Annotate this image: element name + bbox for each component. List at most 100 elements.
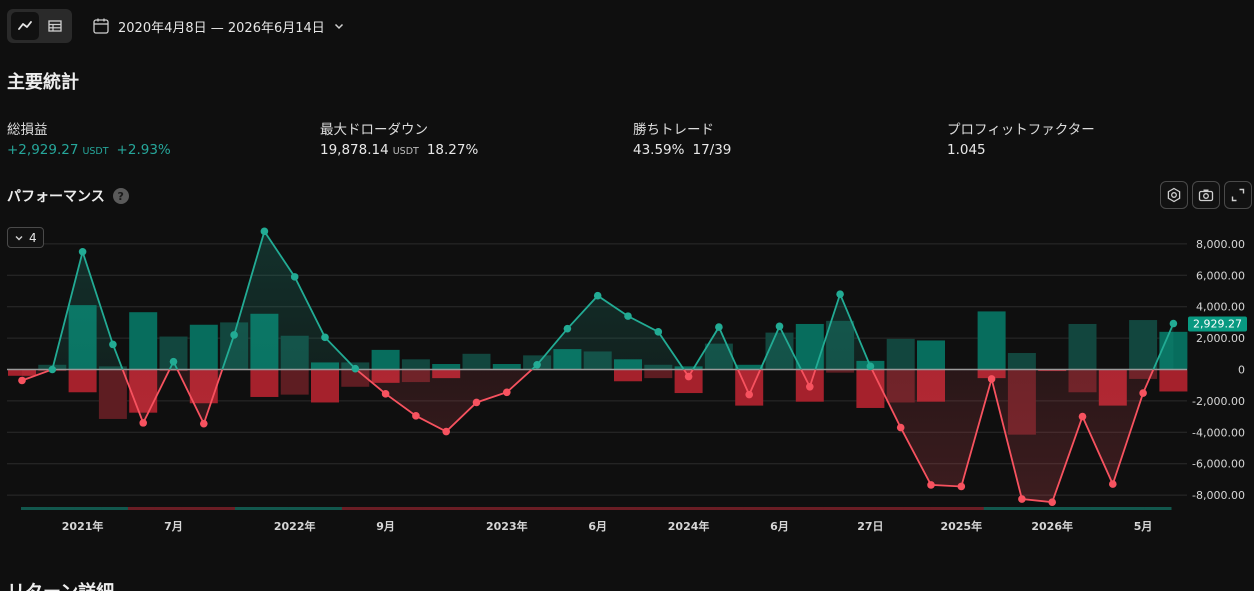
- period-strip-segment: [101, 507, 129, 510]
- period-strip-segment: [769, 507, 798, 510]
- equity-point: [503, 388, 511, 397]
- equity-point: [1109, 480, 1117, 488]
- equity-point: [715, 323, 723, 331]
- equity-point: [1139, 389, 1147, 397]
- gain-bar: [977, 311, 1006, 370]
- loss-bar: [98, 369, 127, 419]
- returns-detail-title: リターン詳細: [7, 578, 114, 591]
- y-tick-label: 8,000.00: [1196, 238, 1245, 251]
- period-strip-segment: [743, 507, 771, 510]
- period-strip-segment: [636, 507, 664, 510]
- equity-point: [442, 427, 451, 436]
- stat-label: プロフィットファクター: [947, 122, 1095, 138]
- equity-point: [957, 482, 966, 491]
- equity-point: [563, 324, 572, 333]
- loss-bar: [1159, 369, 1188, 392]
- equity-point: [412, 412, 420, 420]
- equity-point: [260, 227, 269, 236]
- loss-bar: [250, 369, 279, 397]
- gain-bar: [189, 324, 218, 370]
- x-tick-label: 2025年: [940, 519, 982, 533]
- expand-icon: [1231, 188, 1245, 202]
- stat-winning-trades: 勝ちトレード 43.59% 17/39: [633, 118, 731, 158]
- x-tick-label: 6月: [588, 520, 607, 533]
- date-range-label: 2020年4月8日 — 2026年6月14日: [118, 20, 325, 36]
- gain-bar: [735, 364, 764, 370]
- series-toggle-button[interactable]: 4: [7, 227, 44, 248]
- line-chart-view-button[interactable]: [11, 12, 39, 40]
- equity-point: [654, 328, 663, 336]
- period-strip-segment: [1064, 507, 1092, 510]
- settings-icon: [1167, 187, 1181, 203]
- gain-bar: [432, 364, 461, 370]
- loss-bar: [68, 369, 97, 393]
- equity-point: [18, 376, 26, 385]
- stat-profit-factor: プロフィットファクター 1.045: [947, 118, 1095, 158]
- view-toggle: [7, 9, 72, 43]
- series-count: 4: [29, 230, 37, 245]
- equity-point: [866, 362, 875, 371]
- period-strip-segment: [1090, 507, 1119, 510]
- stat-value: +2,929.27: [7, 142, 79, 158]
- gain-bar: [1007, 353, 1036, 370]
- period-strip-segment: [903, 507, 931, 510]
- stat-value: 43.59%: [633, 142, 685, 158]
- loss-bar: [280, 369, 309, 395]
- performance-chart: 8,000.00 6,000.00 4,000.00 2,000.00 0 -2,000.…: [7, 227, 1247, 533]
- gain-bar: [674, 366, 703, 370]
- period-strip-segment: [529, 507, 557, 510]
- y-tick-label: 6,000.00: [1196, 269, 1245, 282]
- screenshot-button[interactable]: [1192, 181, 1220, 209]
- stat-label: 最大ドローダウン: [320, 122, 428, 138]
- period-strip-segment: [983, 507, 1012, 510]
- gain-bar: [401, 359, 430, 370]
- equity-point: [1048, 498, 1056, 506]
- y-tick-label: 2,000.00: [1196, 332, 1245, 345]
- stat-net-profit: 総損益 +2,929.27 USDT +2.93%: [7, 118, 171, 158]
- y-tick-label: -8,000.00: [1192, 489, 1245, 502]
- period-strip-segment: [1117, 507, 1145, 510]
- period-strip-segment: [582, 507, 610, 510]
- stat-label: 勝ちトレード: [633, 122, 714, 138]
- help-icon[interactable]: ?: [112, 188, 129, 204]
- equity-point: [533, 360, 541, 369]
- chevron-down-icon: [334, 23, 343, 30]
- period-strip-segment: [208, 507, 236, 510]
- x-tick-label: 9月: [376, 520, 395, 533]
- performance-title: パフォーマンス ?: [7, 186, 129, 206]
- loss-bar: [311, 369, 339, 403]
- period-strip-segment: [957, 507, 985, 510]
- period-strip-segment: [422, 507, 450, 510]
- chart-settings-button[interactable]: [1160, 181, 1188, 209]
- equity-point: [48, 365, 57, 374]
- stat-value: 1.045: [947, 142, 986, 158]
- equity-point: [200, 419, 208, 428]
- stat-extra: 18.27%: [426, 142, 479, 158]
- table-view-button[interactable]: [41, 12, 69, 40]
- loss-bar: [159, 369, 188, 372]
- equity-point: [593, 291, 602, 300]
- equity-point: [1018, 495, 1026, 503]
- period-strip-segment: [154, 507, 182, 510]
- x-tick-label: 2026年: [1031, 519, 1073, 533]
- period-strip-segment: [662, 507, 691, 510]
- x-tick-label: 2021年: [62, 519, 104, 533]
- period-strip-segment: [368, 507, 396, 510]
- x-tick-label: 7月: [164, 520, 183, 533]
- equity-point: [927, 481, 935, 489]
- x-tick-label: 6月: [770, 520, 789, 533]
- period-strip-segment: [689, 507, 717, 510]
- stat-max-drawdown: 最大ドローダウン 19,878.14 USDT 18.27%: [320, 118, 478, 158]
- gain-bar: [1068, 323, 1097, 370]
- fullscreen-button[interactable]: [1224, 181, 1252, 209]
- date-range-picker[interactable]: 2020年4月8日 — 2026年6月14日: [92, 16, 345, 36]
- period-strip-segment: [315, 507, 343, 510]
- period-strip-segment: [181, 507, 209, 510]
- period-strip-segment: [395, 507, 423, 510]
- chevron-down-icon: [15, 235, 23, 240]
- period-strip-segment: [796, 507, 824, 510]
- stat-unit: USDT: [82, 146, 109, 157]
- gain-bar: [917, 340, 945, 370]
- equity-point: [78, 247, 87, 256]
- current-value-label: 2,929.27: [1193, 318, 1242, 331]
